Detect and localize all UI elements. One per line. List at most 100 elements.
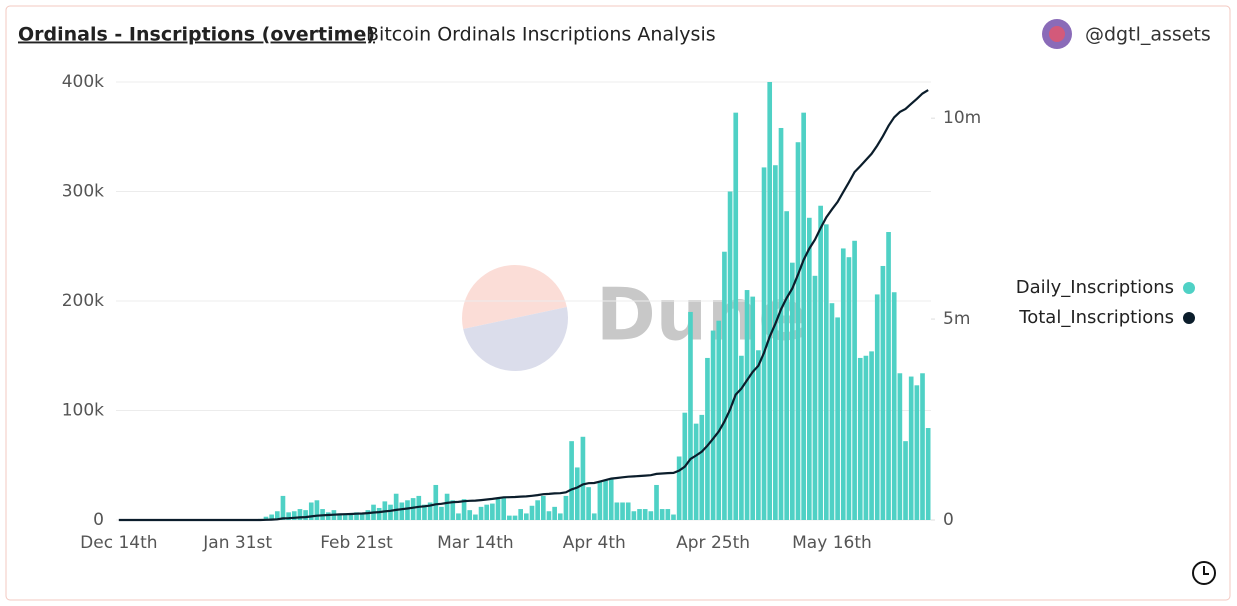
bar [569,441,574,520]
bar [671,514,676,520]
bar [648,511,654,520]
legend-label: Total_Inscriptions [1018,307,1174,328]
bar [405,500,410,520]
bar [869,351,874,520]
bar [490,503,495,520]
bar [444,493,450,520]
bar [722,251,727,520]
bar [823,224,829,520]
y2-tick-label: 10m [943,108,981,128]
x-tick-label: Dec 14th [80,533,157,553]
y2-tick-label: 0 [943,510,954,530]
bar [603,480,608,520]
y-tick-label: 200k [62,291,104,311]
bar [410,498,416,520]
bar [580,436,586,520]
bar [614,502,620,520]
bar [535,500,540,520]
bar [591,513,597,520]
avatar-detail [1049,26,1065,42]
bar [625,502,631,520]
bar [348,514,354,520]
bar [637,509,642,520]
bar [552,506,557,520]
bar [450,500,456,520]
y2-tick-label: 5m [943,309,970,329]
bar [269,514,274,520]
clock-icon[interactable] [1192,561,1216,585]
bar [540,495,546,520]
bar [744,290,750,520]
bar [467,510,473,520]
bar [495,498,501,520]
bar [291,511,297,520]
bar [303,510,308,520]
bar [280,495,286,520]
bar [874,294,880,520]
dune-logo [462,265,568,371]
bar [529,505,535,520]
bar [456,513,461,520]
bar [642,509,648,520]
bar [586,487,591,520]
x-tick-label: May 16th [792,533,872,553]
chart-title[interactable]: Ordinals - Inscriptions (overtime) [18,24,375,46]
bar [795,142,801,520]
y-tick-label: 400k [62,72,104,92]
bar [756,350,761,520]
bar [710,330,716,520]
bar [665,509,671,520]
bar [524,513,529,520]
y-tick-label: 100k [62,401,104,421]
bar [840,248,846,520]
bar [835,317,840,520]
bar [608,478,614,520]
bar [739,355,744,520]
bar [427,502,433,520]
bar [750,296,756,520]
bar [693,423,699,520]
bar [806,217,812,520]
bar [863,355,869,520]
bar [337,513,342,520]
bar [461,499,467,520]
bar [852,240,857,520]
bar [699,414,705,520]
bar [325,512,331,520]
bar [546,511,552,520]
bar [767,82,773,520]
bar [507,515,512,520]
bar [761,167,767,520]
bar [903,441,908,520]
bar [688,311,693,520]
bar [433,484,439,520]
bar [308,502,314,520]
bar [388,504,393,520]
bar [925,428,931,520]
y-tick-label: 300k [62,182,104,202]
bar [914,385,920,520]
author[interactable]: @dgtl_assets [1085,24,1211,46]
bar [512,515,518,520]
bar [399,502,405,520]
bar [846,257,852,520]
bar [857,357,863,520]
bar [818,205,823,521]
bar [676,456,682,520]
x-tick-label: Apr 25th [676,533,750,553]
bar [274,511,280,520]
bar [342,513,348,520]
bar [297,509,303,520]
bar [908,376,914,520]
bar [376,507,382,520]
bar [659,509,665,520]
legend-swatch [1183,282,1195,294]
line [118,89,929,522]
bar [484,504,490,520]
bar [501,498,507,520]
bar [733,112,739,520]
bar [263,516,269,520]
bar [654,484,659,520]
bar [620,502,625,520]
